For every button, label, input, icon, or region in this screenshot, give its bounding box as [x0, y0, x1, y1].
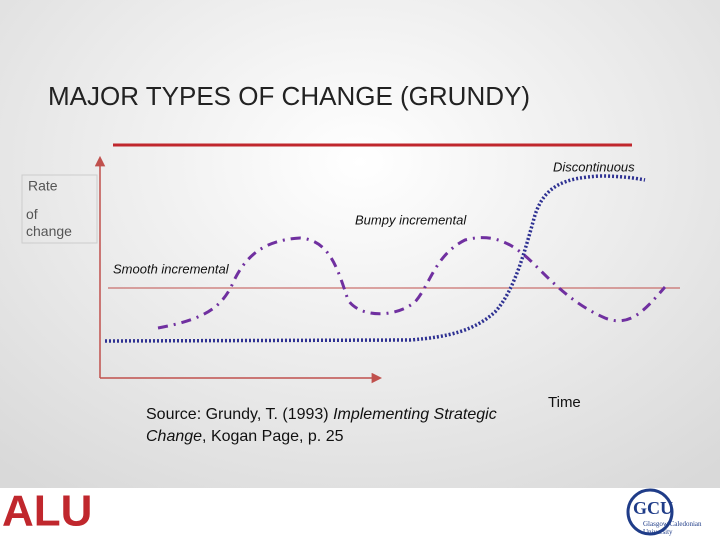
x-label: Time	[548, 394, 581, 411]
footer-band	[0, 488, 720, 540]
source-suffix: , Kogan Page, p. 25	[202, 428, 344, 445]
y-label: Rate	[28, 178, 58, 194]
y-label-box	[21, 174, 98, 244]
gcu-logo: GCU	[633, 498, 673, 518]
y-label-2-wrap: of change	[26, 206, 72, 239]
source: Source: Grundy, T. (1993) Implementing S…	[140, 404, 520, 448]
gcu-sub-wrap: Glasgow Caledonian University	[643, 520, 702, 536]
bumpy-label: Bumpy incremental	[355, 212, 467, 227]
source-prefix: Source: Grundy, T. (1993)	[146, 406, 334, 423]
title: MAJOR TYPES OF CHANGE (GRUNDY)	[48, 81, 530, 111]
y-label-2: of change	[26, 206, 72, 239]
source-wrap: Source: Grundy, T. (1993) Implementing S…	[140, 404, 520, 448]
alu-logo: ALU	[2, 487, 92, 536]
source-book: Implementing Strategic Change	[146, 406, 497, 445]
gcu-ring	[626, 488, 674, 536]
smooth-label: Smooth incremental	[113, 261, 230, 276]
gcu-sub: Glasgow Caledonian University	[643, 520, 702, 536]
discontinuous-curve	[104, 174, 646, 343]
discontinuous-label: Discontinuous	[553, 159, 635, 174]
